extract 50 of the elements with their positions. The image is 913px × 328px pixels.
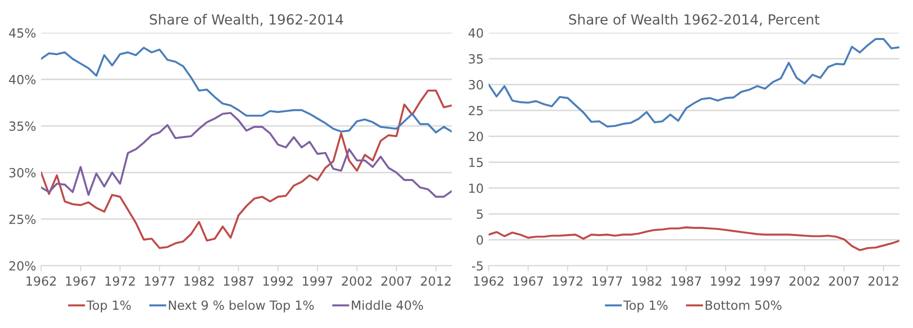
x-tick-label: 2012	[868, 276, 898, 286]
y-tick-label: 25%	[9, 214, 36, 224]
x-tick-label: 1972	[106, 276, 135, 286]
x-tick-label: 1967	[514, 276, 543, 286]
x-tick-label: 2007	[381, 276, 412, 286]
chart-title: Share of Wealth 1962-2014, Percent	[569, 14, 820, 26]
y-tick-label: 40	[468, 28, 483, 38]
x-tick-label: 2012	[420, 276, 451, 286]
x-tick-label: 1967	[66, 276, 96, 286]
y-tick-label: 20%	[9, 261, 36, 271]
x-tick-label: 1992	[263, 276, 293, 286]
y-tick-label: 40%	[9, 74, 36, 84]
x-tick-label: 2007	[829, 276, 859, 286]
y-tick-label: 0	[476, 235, 483, 245]
x-tick-label: 1972	[553, 276, 582, 286]
y-tick-label: 10	[469, 184, 483, 193]
x-tick-label: 1987	[224, 276, 254, 286]
legend-label: Top 1%	[623, 300, 668, 312]
x-tick-label: 1977	[145, 276, 174, 286]
x-tick-label: 2002	[342, 276, 372, 286]
x-tick-label: 1982	[632, 276, 662, 286]
x-tick-label: 1997	[302, 276, 332, 286]
line-series	[41, 112, 452, 198]
line-series	[41, 46, 452, 134]
y-tick-label: 15	[469, 158, 483, 168]
x-tick-label: 1962	[26, 276, 56, 286]
legend-label: Top 1%	[86, 300, 131, 312]
line-series	[488, 38, 900, 128]
chart-title: Share of Wealth, 1962-2014	[150, 14, 344, 26]
y-tick-label: 20	[468, 132, 483, 142]
x-tick-label: 1987	[672, 276, 701, 286]
y-tick-label: 45%	[9, 28, 36, 38]
y-tick-label: 5	[476, 210, 483, 219]
legend-label: Middle 40%	[352, 300, 424, 310]
y-tick-label: -5	[472, 261, 483, 271]
y-tick-label: 35	[468, 54, 483, 64]
x-tick-label: 1982	[184, 276, 214, 286]
legend-label: Next 9 % below Top 1%	[168, 300, 314, 312]
line-series	[488, 226, 900, 252]
x-tick-label: 1962	[474, 276, 504, 286]
y-tick-label: 30	[468, 80, 483, 90]
x-tick-label: 1977	[592, 276, 622, 286]
x-tick-label: 2002	[790, 276, 820, 286]
x-tick-label: 1997	[750, 276, 780, 286]
y-tick-label: 30%	[9, 168, 36, 178]
line-series	[41, 90, 452, 249]
y-tick-label: 25	[468, 106, 483, 116]
legend-label: Bottom 50%	[706, 300, 782, 310]
y-tick-label: 35%	[9, 121, 36, 131]
x-tick-label: 1992	[711, 276, 740, 286]
